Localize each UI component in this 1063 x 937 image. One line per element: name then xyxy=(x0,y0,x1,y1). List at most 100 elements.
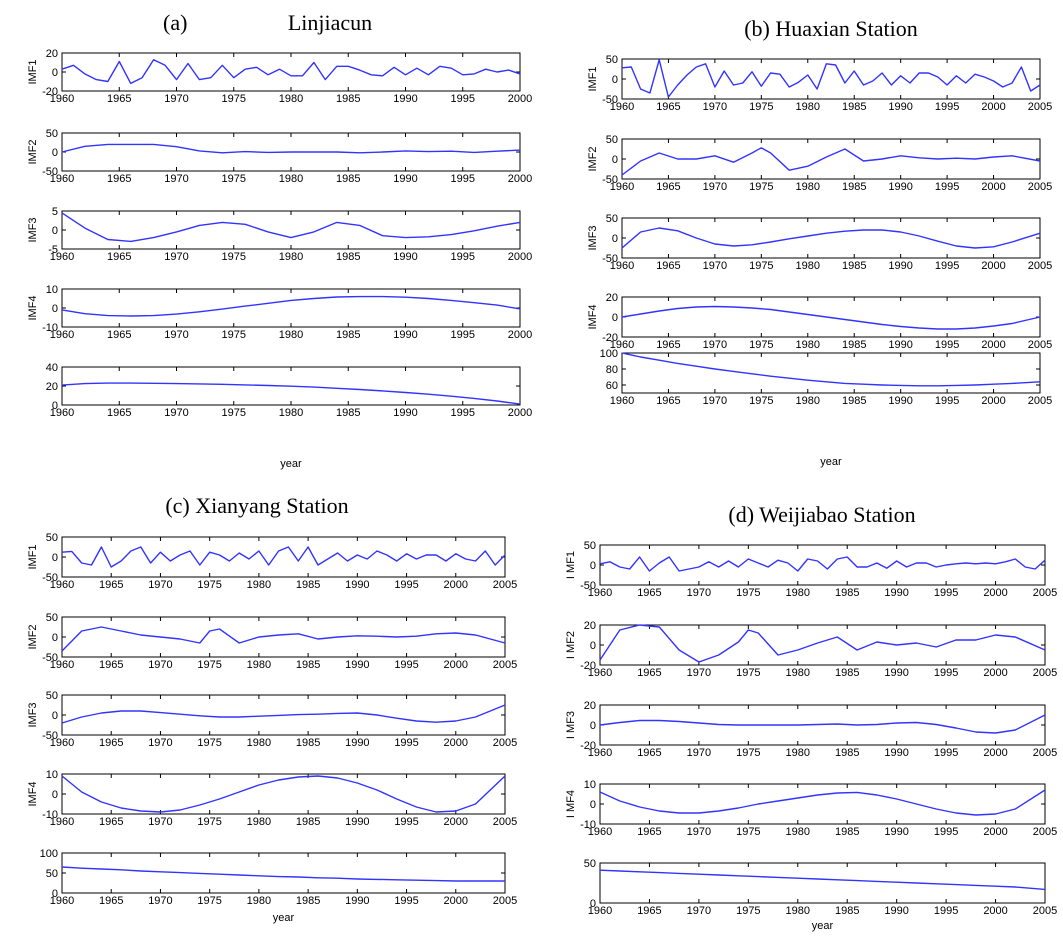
y-axis-label: IMF4 xyxy=(27,295,39,320)
x-tick-label: 1985 xyxy=(296,659,320,671)
series-line xyxy=(61,775,506,813)
x-tick-label: 1995 xyxy=(934,587,958,599)
x-tick-label: 1965 xyxy=(107,329,131,341)
series-line xyxy=(599,869,1046,891)
y-tick-label: 10 xyxy=(46,284,58,296)
x-tick-label: 2005 xyxy=(1033,826,1057,838)
y-axis-label: IMF4 xyxy=(587,304,599,329)
x-tick-label: 1990 xyxy=(345,579,369,591)
x-tick-label: 1975 xyxy=(736,905,760,917)
x-tick-label: 2000 xyxy=(981,181,1005,193)
x-tick-label: 1980 xyxy=(796,395,820,407)
x-tick-label: 1970 xyxy=(164,251,188,263)
axes-frame xyxy=(61,773,506,815)
x-tick-label: 1965 xyxy=(656,339,680,351)
y-tick-label: 50 xyxy=(606,134,618,146)
x-tick-label: 1990 xyxy=(884,826,908,838)
axes-frame xyxy=(61,52,521,92)
x-tick-label: 2000 xyxy=(508,173,532,185)
x-tick-label: 1970 xyxy=(703,260,727,272)
x-tick-label: 1990 xyxy=(884,905,908,917)
x-tick-label: 1995 xyxy=(934,905,958,917)
y-tick-label: -20 xyxy=(42,86,58,98)
y-tick-label: 0 xyxy=(52,632,58,644)
series-line xyxy=(61,626,506,652)
x-tick-label: 2005 xyxy=(1028,395,1052,407)
x-tick-label: 2000 xyxy=(983,905,1007,917)
x-tick-label: 1990 xyxy=(888,339,912,351)
x-tick-label: 1985 xyxy=(842,260,866,272)
x-tick-label: 2000 xyxy=(444,895,468,907)
x-tick-label: 1995 xyxy=(451,407,475,419)
x-tick-label: 1975 xyxy=(749,101,773,113)
x-tick-label: 1975 xyxy=(749,260,773,272)
series-line xyxy=(599,556,1046,572)
series-line xyxy=(599,714,1046,734)
x-tick-label: 1995 xyxy=(451,93,475,105)
x-tick-label: 1965 xyxy=(637,587,661,599)
x-tick-label: 1965 xyxy=(656,395,680,407)
x-tick-label: 1965 xyxy=(99,659,123,671)
x-tick-label: 1990 xyxy=(393,251,417,263)
y-tick-label: -20 xyxy=(602,332,618,344)
y-tick-label: -50 xyxy=(42,652,58,664)
x-tick-label: 2000 xyxy=(444,579,468,591)
y-axis-label: IMF3 xyxy=(27,217,39,242)
x-tick-label: 2005 xyxy=(493,895,517,907)
series-line xyxy=(61,59,521,85)
y-tick-label: 0 xyxy=(52,552,58,564)
x-tick-label: 1995 xyxy=(451,173,475,185)
x-tick-label: 2000 xyxy=(981,101,1005,113)
x-tick-label: 1985 xyxy=(336,329,360,341)
x-tick-label: 1985 xyxy=(296,895,320,907)
x-tick-label: 1995 xyxy=(935,260,959,272)
x-tick-label: 1960 xyxy=(588,667,612,679)
x-tick-label: 1980 xyxy=(247,737,271,749)
x-tick-label: 1990 xyxy=(393,329,417,341)
y-tick-label: 0 xyxy=(590,560,596,572)
x-tick-label: 1975 xyxy=(197,659,221,671)
x-tick-label: 1995 xyxy=(451,251,475,263)
x-tick-label: 1980 xyxy=(786,587,810,599)
x-tick-label: 1990 xyxy=(345,737,369,749)
x-tick-label: 1985 xyxy=(336,407,360,419)
y-tick-label: 50 xyxy=(606,213,618,225)
x-tick-label: 1980 xyxy=(796,101,820,113)
axes-frame xyxy=(61,616,506,658)
x-tick-label: 1960 xyxy=(588,747,612,759)
axes-frame xyxy=(61,288,521,328)
x-tick-label: 1990 xyxy=(884,747,908,759)
x-tick-label: 1985 xyxy=(336,93,360,105)
x-tick-label: 1970 xyxy=(703,101,727,113)
x-tick-label: 1970 xyxy=(164,173,188,185)
x-tick-label: 1980 xyxy=(786,826,810,838)
x-tick-label: 1975 xyxy=(222,407,246,419)
y-axis-label: IMF2 xyxy=(27,624,39,649)
y-axis-label: I MF4 xyxy=(565,790,577,818)
y-axis-label: IMF1 xyxy=(587,66,599,91)
y-tick-label: -50 xyxy=(602,174,618,186)
y-axis-label: I MF2 xyxy=(565,631,577,659)
y-tick-label: 50 xyxy=(584,858,596,870)
x-tick-label: 2005 xyxy=(493,816,517,828)
x-tick-label: 1985 xyxy=(835,747,859,759)
x-tick-label: 1960 xyxy=(610,260,634,272)
x-tick-label: 1990 xyxy=(345,659,369,671)
x-tick-label: 1965 xyxy=(107,173,131,185)
axes-frame xyxy=(599,624,1046,666)
y-tick-label: 20 xyxy=(584,620,596,632)
y-tick-label: 0 xyxy=(590,640,596,652)
x-tick-label: 2000 xyxy=(981,395,1005,407)
x-tick-label: 1960 xyxy=(50,407,74,419)
x-tick-label: 1980 xyxy=(796,260,820,272)
x-tick-label: 1985 xyxy=(842,395,866,407)
x-tick-label: 1960 xyxy=(588,826,612,838)
